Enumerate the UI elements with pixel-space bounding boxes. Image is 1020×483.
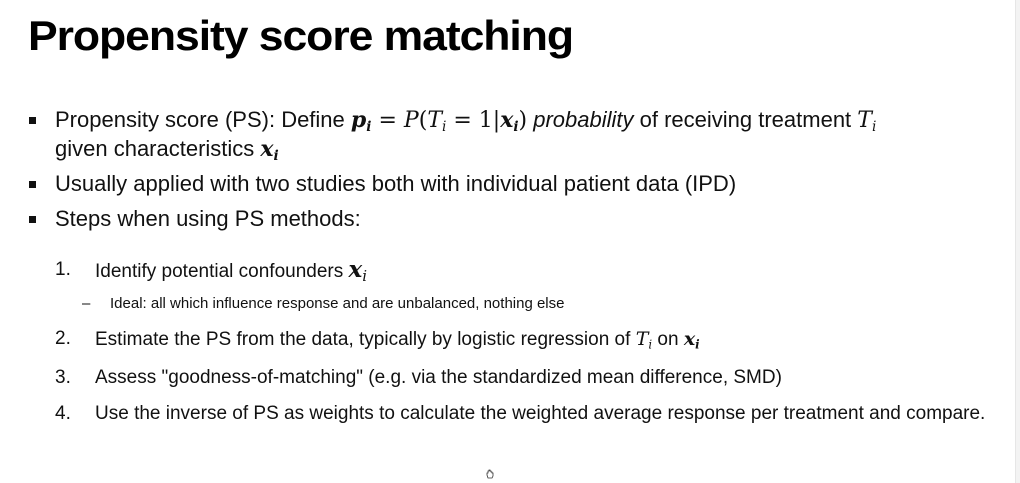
- step-text: Identify potential confounders: [95, 261, 349, 282]
- slide-title: Propensity score matching: [28, 12, 574, 59]
- bullet-usually-applied: Usually applied with two studies both wi…: [27, 170, 1002, 198]
- formula-sub-i: i: [871, 118, 877, 135]
- formula-x: x: [260, 136, 274, 162]
- step-number: 3.: [55, 367, 71, 388]
- step-text: on: [652, 329, 684, 350]
- formula-x: x: [500, 107, 514, 133]
- formula-open: (: [418, 108, 428, 133]
- step-item: 1. Identify potential confounders xi: [55, 258, 1000, 284]
- formula-x: x: [348, 256, 363, 283]
- step-item: 2. Estimate the PS from the data, typica…: [55, 327, 1000, 352]
- step-text: Use the inverse of PS as weights to calc…: [95, 403, 986, 424]
- probability-word: probability: [533, 107, 634, 132]
- bullet-list: Propensity score (PS): Define pi = P(Ti …: [27, 106, 1002, 233]
- formula-sub-i: i: [513, 118, 519, 135]
- dash-bullet-icon: –: [82, 295, 91, 312]
- square-bullet-icon: [29, 216, 36, 223]
- bullet-text: Usually applied with two studies both wi…: [55, 171, 737, 196]
- step-item: 4. Use the inverse of PS as weights to c…: [55, 402, 1000, 426]
- formula-eq: =: [371, 108, 404, 133]
- formula-sub-i: i: [648, 337, 653, 352]
- bullet-text: Steps when using PS methods:: [55, 206, 361, 231]
- hand-cursor-icon: [485, 469, 495, 479]
- bullet-text: of receiving treatment: [633, 107, 858, 132]
- step-subitem: – Ideal: all which influence response an…: [55, 294, 1000, 314]
- formula-sub-i: i: [366, 118, 372, 135]
- bullet-steps: Steps when using PS methods:: [27, 205, 1002, 233]
- formula-T: T: [857, 108, 872, 133]
- steps-list: 1. Identify potential confounders xi – I…: [55, 258, 1000, 426]
- bullet-text: given characteristics: [55, 136, 261, 161]
- step-item: 3. Assess "goodness-of-matching" (e.g. v…: [55, 366, 1000, 390]
- formula-P: P: [403, 108, 419, 133]
- bullet-propensity-score: Propensity score (PS): Define pi = P(Ti …: [27, 106, 1002, 163]
- ps-formula: pi = P(Ti = 1|xi): [350, 107, 528, 135]
- formula-p: p: [350, 107, 367, 133]
- formula-T: T: [635, 328, 649, 350]
- formula-eq1: = 1|: [446, 108, 501, 133]
- formula-close: ): [518, 108, 528, 133]
- step-number: 4.: [55, 403, 71, 424]
- formula-sub-i: i: [695, 337, 700, 352]
- step-text: Assess "goodness-of-matching" (e.g. via …: [95, 367, 782, 388]
- formula-x: x: [683, 328, 696, 350]
- step-number: 1.: [55, 259, 71, 280]
- square-bullet-icon: [29, 181, 36, 188]
- formula-sub-i: i: [362, 267, 368, 286]
- square-bullet-icon: [29, 117, 36, 124]
- formula-sub-i: i: [273, 147, 279, 164]
- step-text: Estimate the PS from the data, typically…: [95, 329, 636, 350]
- window-edge: [1015, 0, 1020, 483]
- step-number: 2.: [55, 328, 71, 349]
- formula-T: T: [427, 108, 442, 133]
- formula-sub-i: i: [442, 118, 447, 135]
- bullet-text: Propensity score (PS): Define: [55, 107, 351, 132]
- subitem-text: Ideal: all which influence response and …: [110, 295, 565, 312]
